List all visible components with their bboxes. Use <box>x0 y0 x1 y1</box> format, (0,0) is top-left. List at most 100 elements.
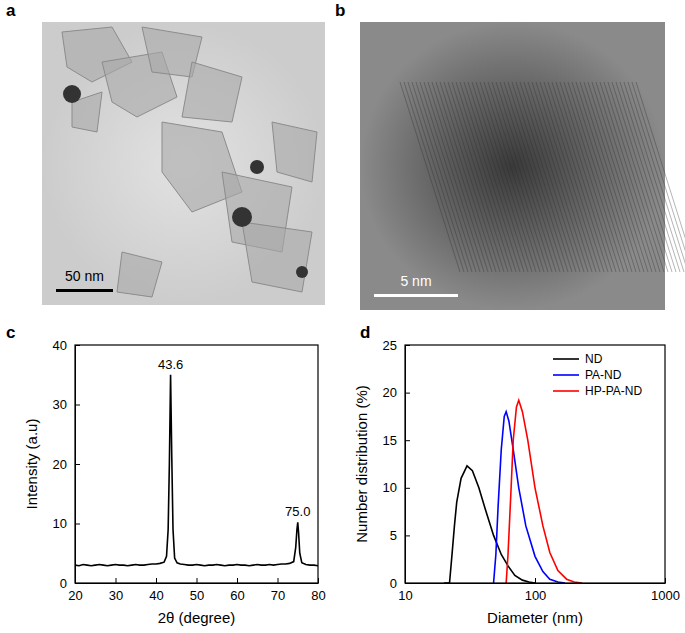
lattice-fringe <box>560 82 620 272</box>
x-tick-label: 20 <box>68 588 82 603</box>
lattice-fringe <box>420 82 480 272</box>
y-tick: 0 <box>390 576 410 591</box>
x-tick-mark <box>237 578 238 583</box>
peak-label: 75.0 <box>285 504 310 519</box>
x-tick-mark <box>116 578 117 583</box>
scale-label: 50 nm <box>65 268 104 284</box>
particle <box>117 252 162 297</box>
x-tick-label: 40 <box>149 588 163 603</box>
lattice-fringe <box>512 82 572 272</box>
lattice-fringe <box>488 82 548 272</box>
data-line <box>75 375 318 566</box>
legend-swatch <box>553 358 579 360</box>
lattice-fringe <box>608 82 668 272</box>
y-tick-label: 30 <box>53 397 67 412</box>
lattice-fringe <box>508 82 568 272</box>
scale-bar <box>374 294 458 297</box>
lattice-fringe <box>444 82 504 272</box>
dense-particle <box>232 207 252 227</box>
y-axis-title: Intensity (a.u) <box>23 419 40 510</box>
y-tick-label: 20 <box>53 457 67 472</box>
x-tick-label: 60 <box>230 588 244 603</box>
legend-label: ND <box>585 352 603 366</box>
lattice-fringe <box>452 82 512 272</box>
micrograph: 5 nm <box>360 22 685 310</box>
lattice-fringe <box>524 82 584 272</box>
lattice-fringe <box>596 82 656 272</box>
lattice-fringe <box>432 82 492 272</box>
x-tick-label: 30 <box>109 588 123 603</box>
plot-area <box>444 400 582 583</box>
lattice-fringe <box>564 82 624 272</box>
lattice-fringe <box>572 82 632 272</box>
lattice-fringe <box>620 82 680 272</box>
particle <box>182 62 242 122</box>
lattice-fringe <box>588 82 648 272</box>
lattice-fringe <box>636 82 685 272</box>
y-tick: 20 <box>383 385 410 400</box>
lattice-fringe <box>408 82 468 272</box>
lattice-fringe <box>472 82 532 272</box>
x-axis-line <box>406 583 666 584</box>
y-tick-mark <box>75 345 80 346</box>
lattice-fringe <box>604 82 664 272</box>
lattice-fringe <box>468 82 528 272</box>
x-tick: 50 <box>190 578 204 603</box>
lattice-fringe <box>552 82 612 272</box>
lattice-fringe <box>536 82 596 272</box>
dense-particle <box>296 266 308 278</box>
lattice-fringe <box>464 82 524 272</box>
x-tick: 30 <box>109 578 123 603</box>
lattice-fringe <box>600 82 660 272</box>
image-background <box>360 22 665 310</box>
y-tick-mark <box>405 345 410 346</box>
lattice-fringe <box>400 82 460 272</box>
y-axis-title: Number distribution (%) <box>353 385 370 543</box>
legend-swatch <box>553 390 579 392</box>
y-tick-label: 40 <box>53 338 67 353</box>
lattice-fringe <box>440 82 500 272</box>
x-tick-label: 80 <box>311 588 325 603</box>
lattice-fringe <box>520 82 580 272</box>
x-axis-line <box>76 583 319 584</box>
plot-area <box>75 375 318 566</box>
y-tick-mark <box>75 524 80 525</box>
dense-particle <box>63 85 81 103</box>
x-tick-mark <box>318 578 319 583</box>
lattice-fringe <box>436 82 496 272</box>
y-tick-mark <box>75 583 80 584</box>
legend-swatch <box>553 374 579 376</box>
y-tick: 10 <box>53 516 80 531</box>
lattice-fringe <box>544 82 604 272</box>
x-tick: 40 <box>149 578 163 603</box>
lattice-fringe <box>516 82 576 272</box>
figure: 50 nma5 nmb203040506070800102030402θ (de… <box>0 0 685 633</box>
y-tick-mark <box>405 583 410 584</box>
y-tick-mark <box>405 535 410 536</box>
x-tick: 60 <box>230 578 244 603</box>
scale-label: 5 nm <box>400 273 431 289</box>
x-axis: 101001000 <box>398 578 680 603</box>
x-tick-label: 10 <box>398 588 412 603</box>
lattice-fringe <box>540 82 600 272</box>
lattice-fringe <box>592 82 652 272</box>
y-tick-label: 10 <box>53 516 67 531</box>
y-tick-label: 0 <box>390 576 397 591</box>
x-tick-label: 1000 <box>651 588 680 603</box>
x-tick: 80 <box>311 578 325 603</box>
y-tick-label: 0 <box>60 576 67 591</box>
lattice-fringe <box>532 82 592 272</box>
y-tick: 40 <box>53 338 80 353</box>
lattice-fringe <box>428 82 488 272</box>
lattice-fringe <box>412 82 472 272</box>
y-tick-label: 15 <box>383 433 397 448</box>
y-tick: 10 <box>383 480 410 495</box>
chart-panel: 1010010000510152025Diameter (nm)Number d… <box>353 338 680 626</box>
x-tick-mark <box>665 578 666 583</box>
x-tick: 1000 <box>651 578 680 603</box>
x-axis-title: Diameter (nm) <box>487 609 583 626</box>
lattice-fringe <box>580 82 640 272</box>
plot-frame <box>75 345 318 583</box>
lattice-fringe <box>568 82 628 272</box>
lattice-fringe <box>404 82 464 272</box>
